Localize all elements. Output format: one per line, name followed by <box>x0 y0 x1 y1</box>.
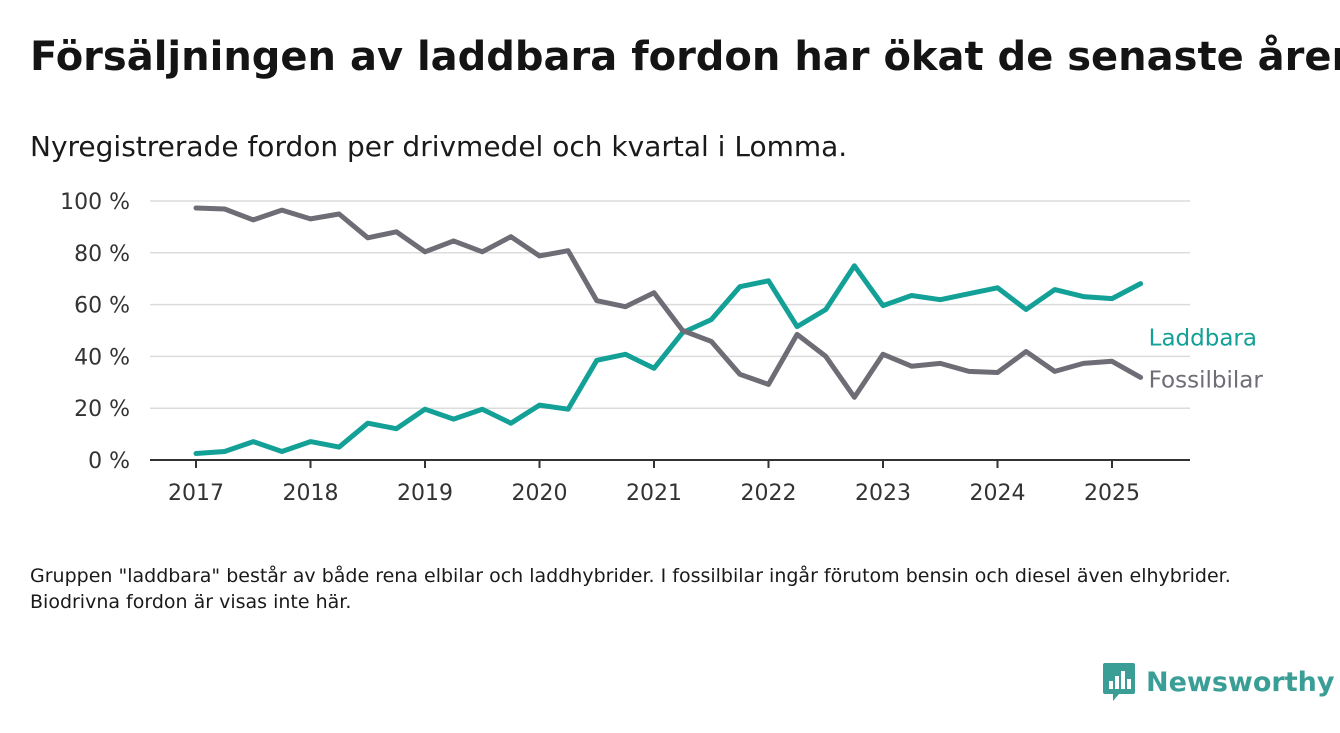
series-label-fossilbilar: Fossilbilar <box>1149 367 1264 393</box>
line-chart: 0 % 20 % 40 % 60 % 80 % 100 % 2017 2018 2019 202… <box>60 190 1264 506</box>
x-tick-label: 2020 <box>512 481 568 506</box>
y-axis-ticks: 0 % 20 % 40 % 60 % 80 % 100 % <box>60 190 130 474</box>
y-tick-label: 20 % <box>74 397 130 422</box>
chart-title: Försäljningen av laddbara fordon har öka… <box>30 34 1340 80</box>
x-tick-label: 2022 <box>741 481 797 506</box>
brand-logo: Newsworthy <box>1102 662 1334 702</box>
x-tick-label: 2019 <box>397 481 453 506</box>
y-tick-label: 0 % <box>88 449 130 474</box>
x-tick-label: 2017 <box>168 481 224 506</box>
brand-name: Newsworthy <box>1146 666 1335 698</box>
x-tick-label: 2018 <box>283 481 339 506</box>
bar-chart-icon <box>1103 663 1135 701</box>
series-label-laddbara: Laddbara <box>1149 326 1257 352</box>
series-lines <box>193 205 1144 456</box>
x-axis: 2017 2018 2019 2020 2021 2022 2023 2024 2025 <box>150 459 1190 506</box>
x-tick-label: 2024 <box>970 481 1026 506</box>
series-line-fossilbilar <box>193 205 1144 400</box>
series-labels: Laddbara Fossilbilar <box>1149 326 1264 394</box>
y-tick-label: 80 % <box>74 242 130 267</box>
series-line-laddbara <box>193 263 1144 456</box>
x-tick-label: 2025 <box>1084 481 1140 506</box>
chart-subtitle: Nyregistrerade fordon per drivmedel och … <box>30 130 848 163</box>
y-tick-label: 40 % <box>74 345 130 370</box>
y-tick-label: 60 % <box>74 294 130 319</box>
y-tick-label: 100 % <box>60 190 130 215</box>
x-tick-label: 2023 <box>855 481 911 506</box>
x-tick-label: 2021 <box>626 481 682 506</box>
footnote: Gruppen "laddbara" består av både rena e… <box>30 565 1231 613</box>
